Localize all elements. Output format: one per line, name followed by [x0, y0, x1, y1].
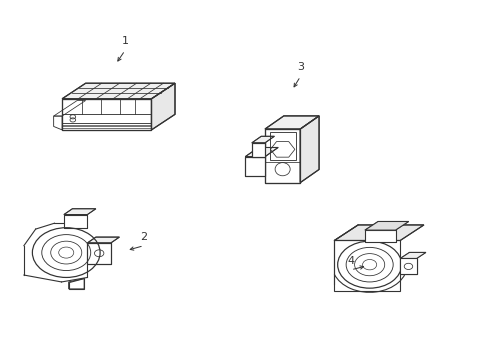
Polygon shape: [300, 116, 319, 183]
Text: 1: 1: [122, 36, 128, 46]
Polygon shape: [245, 148, 278, 157]
Polygon shape: [62, 83, 175, 99]
Polygon shape: [365, 221, 409, 230]
Polygon shape: [334, 225, 424, 240]
Polygon shape: [64, 209, 96, 215]
Text: 3: 3: [297, 62, 304, 72]
Polygon shape: [245, 157, 265, 176]
Polygon shape: [87, 237, 120, 243]
Polygon shape: [62, 99, 151, 130]
Text: 2: 2: [140, 231, 147, 242]
Polygon shape: [334, 240, 400, 291]
Polygon shape: [64, 215, 87, 228]
Polygon shape: [69, 279, 84, 289]
Polygon shape: [365, 230, 395, 242]
Polygon shape: [265, 129, 300, 183]
Polygon shape: [87, 243, 111, 264]
Text: 4: 4: [347, 256, 354, 266]
Polygon shape: [151, 83, 175, 130]
Polygon shape: [400, 258, 416, 274]
Polygon shape: [400, 252, 426, 258]
Polygon shape: [252, 143, 265, 157]
Polygon shape: [265, 116, 319, 129]
Polygon shape: [252, 136, 274, 143]
